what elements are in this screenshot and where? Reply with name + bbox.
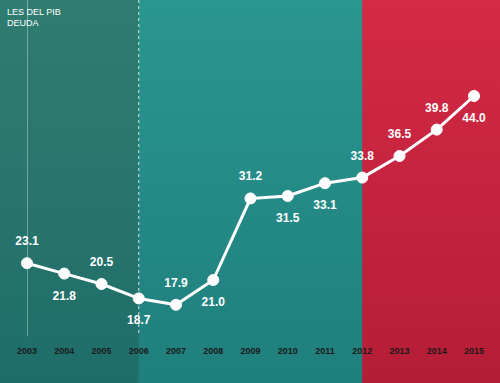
svg-text:31.5: 31.5 bbox=[276, 211, 300, 225]
svg-text:2003: 2003 bbox=[17, 346, 37, 356]
svg-text:21.8: 21.8 bbox=[53, 289, 77, 303]
svg-text:2012: 2012 bbox=[352, 346, 372, 356]
svg-text:DEUDA: DEUDA bbox=[7, 18, 39, 28]
svg-text:31.2: 31.2 bbox=[239, 169, 263, 183]
svg-text:2010: 2010 bbox=[278, 346, 298, 356]
svg-text:39.8: 39.8 bbox=[425, 101, 449, 115]
svg-text:18.7: 18.7 bbox=[127, 313, 151, 327]
svg-text:2013: 2013 bbox=[389, 346, 409, 356]
svg-text:20.5: 20.5 bbox=[90, 255, 114, 269]
svg-text:17.9: 17.9 bbox=[164, 276, 188, 290]
svg-text:2008: 2008 bbox=[203, 346, 223, 356]
svg-text:2005: 2005 bbox=[91, 346, 111, 356]
svg-text:33.1: 33.1 bbox=[313, 198, 337, 212]
svg-text:23.1: 23.1 bbox=[15, 234, 39, 248]
svg-text:2015: 2015 bbox=[464, 346, 484, 356]
svg-text:2006: 2006 bbox=[129, 346, 149, 356]
svg-text:2009: 2009 bbox=[240, 346, 260, 356]
svg-text:44.0: 44.0 bbox=[462, 111, 486, 125]
svg-text:33.8: 33.8 bbox=[351, 149, 375, 163]
svg-text:2004: 2004 bbox=[54, 346, 74, 356]
svg-text:2014: 2014 bbox=[427, 346, 447, 356]
svg-text:LES DEL PIB: LES DEL PIB bbox=[7, 7, 61, 17]
svg-text:2011: 2011 bbox=[315, 346, 335, 356]
svg-text:2007: 2007 bbox=[166, 346, 186, 356]
svg-text:21.0: 21.0 bbox=[202, 295, 226, 309]
svg-text:36.5: 36.5 bbox=[388, 127, 412, 141]
